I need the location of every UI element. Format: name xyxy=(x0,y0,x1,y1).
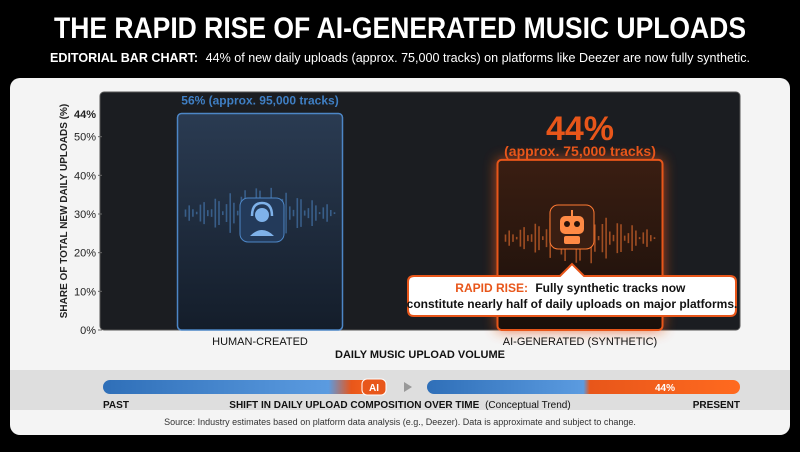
value-label: 56% (approx. 95,000 tracks) xyxy=(181,93,338,107)
present-badge: 44% xyxy=(655,383,675,394)
y-tick-label: 0% xyxy=(80,325,96,337)
ai-badge-box xyxy=(361,378,387,396)
timeline-past-bar xyxy=(103,380,385,394)
callout-text: RAPID RISE: Fully synthetic tracks now c… xyxy=(407,281,738,311)
human-icon xyxy=(239,197,285,243)
timeline-title-note: (Conceptual Trend) xyxy=(485,400,571,411)
subtitle: EDITORIAL BAR CHART: 44% of new daily up… xyxy=(50,51,750,65)
timeline-past: PAST xyxy=(103,400,129,411)
y-tick-label: 30% xyxy=(74,209,96,221)
y-tick-label: 40% xyxy=(74,170,96,182)
y-tick-label: 20% xyxy=(74,248,96,260)
x-tick-label: AI-GENERATED (SYNTHETIC) xyxy=(503,336,657,348)
callout-body: Fully synthetic tracks now xyxy=(535,281,686,295)
callout-lead: RAPID RISE: xyxy=(455,281,528,295)
subtitle-lead: EDITORIAL BAR CHART: xyxy=(50,51,198,65)
timeline-title: SHIFT IN DAILY UPLOAD COMPOSITION OVER T… xyxy=(229,400,570,411)
timeline-present: PRESENT xyxy=(693,400,740,411)
ai-badge: AI xyxy=(369,383,379,394)
callout: RAPID RISE: Fully synthetic tracks now c… xyxy=(407,262,738,317)
source: Source: Industry estimates based on plat… xyxy=(164,417,636,427)
value-label: 44% xyxy=(546,110,614,148)
timeline-arrow xyxy=(404,382,412,392)
callout-body-line2: constitute nearly half of daily uploads … xyxy=(407,297,738,311)
timeline-title-lead: SHIFT IN DAILY UPLOAD COMPOSITION OVER T… xyxy=(229,400,479,411)
x-axis-label: DAILY MUSIC UPLOAD VOLUME xyxy=(335,349,505,361)
x-tick-label: HUMAN-CREATED xyxy=(212,336,308,348)
y-tick-label: 10% xyxy=(74,286,96,298)
subtitle-text: 44% of new daily uploads (approx. 75,000… xyxy=(206,51,750,65)
y-tick-label: 50% xyxy=(74,132,96,144)
axis-top-label: 44% xyxy=(74,109,96,121)
value-sublabel: (approx. 75,000 tracks) xyxy=(504,143,656,159)
ai-icon xyxy=(549,204,595,250)
timeline-present-bar xyxy=(427,380,740,394)
y-axis-label: SHARE OF TOTAL NEW DAILY UPLOADS (%) xyxy=(59,104,70,318)
title: THE RAPID RISE OF AI-GENERATED MUSIC UPL… xyxy=(54,12,746,45)
